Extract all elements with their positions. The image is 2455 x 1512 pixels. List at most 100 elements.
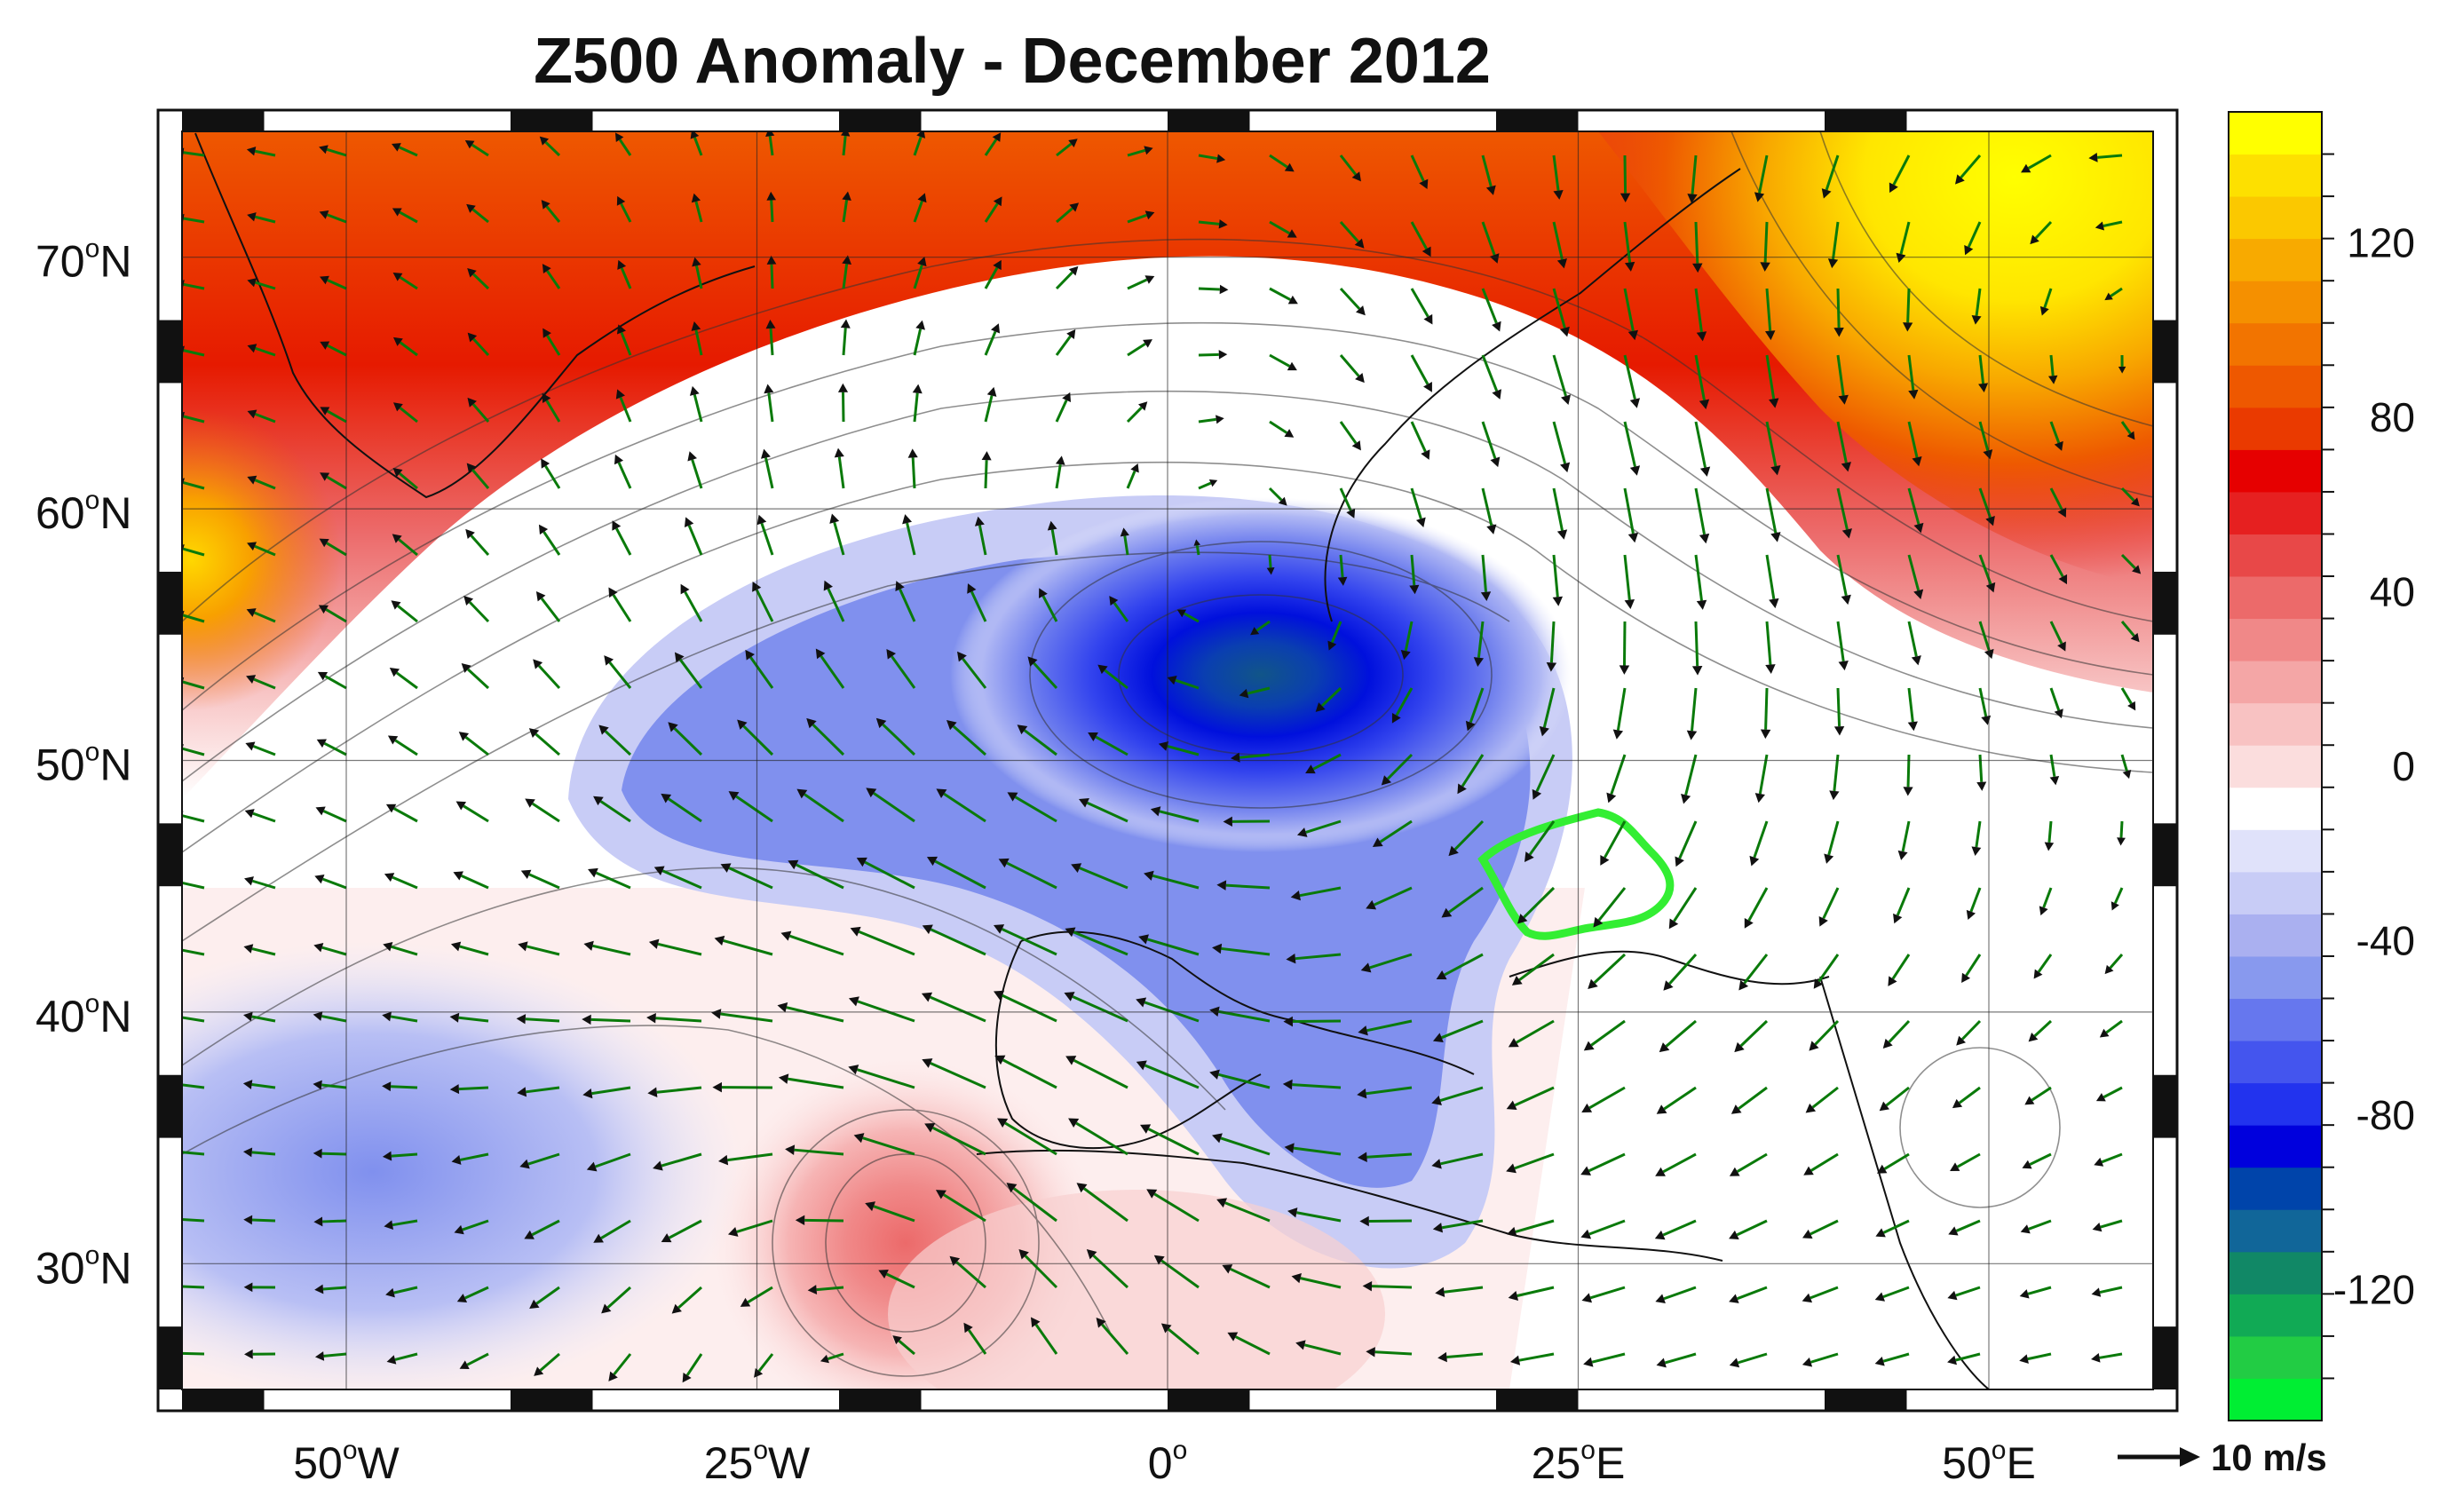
wind-vector-head (745, 649, 755, 661)
wind-vector-shaft (590, 1017, 631, 1023)
wind-vector-shaft (984, 202, 999, 223)
wind-vector-shaft (2109, 954, 2124, 970)
wind-vector-head (382, 1151, 392, 1161)
wind-vector-shaft (858, 930, 915, 956)
wind-vector-shaft (592, 944, 631, 956)
wind-vector-head (1506, 1100, 1517, 1111)
wind-vector-head (1629, 465, 1641, 476)
wind-vector-shaft (898, 1340, 915, 1356)
wind-vector-head (981, 451, 992, 461)
wind-vector-shaft (1552, 421, 1567, 464)
wind-vector-head (1749, 855, 1760, 867)
wind-vector-head (1144, 275, 1155, 284)
wind-vector-head (1764, 330, 1776, 341)
wind-vector-shaft (1127, 148, 1146, 157)
wind-vector-head (2028, 1032, 2039, 1042)
wind-vector-shaft (2097, 154, 2123, 159)
wind-vector-head (1971, 846, 1982, 856)
wind-vector-head (1897, 850, 1908, 860)
wind-vector-shaft (820, 655, 845, 689)
wind-vector-head (766, 191, 776, 201)
wind-vector-head (785, 1144, 796, 1155)
wind-vector-shaft (1668, 953, 1698, 986)
wind-vector-head (1212, 1133, 1223, 1144)
wind-vector-head (2118, 366, 2126, 374)
wind-vector-shaft (1907, 354, 1915, 391)
longitude-label: 25oE (1532, 1436, 1626, 1488)
wind-vector-head (2019, 1354, 2029, 1364)
wind-vector-shaft (183, 151, 205, 157)
wind-vector-head (517, 1087, 527, 1097)
wind-vector-shaft (727, 1152, 773, 1162)
wind-vector-shaft (2099, 1286, 2123, 1294)
wind-vector-head (1354, 238, 1365, 249)
wind-vector-shaft (1441, 1219, 1484, 1230)
wind-vector-head (946, 720, 957, 731)
wind-vector-head (1062, 392, 1072, 402)
wind-vector-head (1770, 532, 1781, 542)
wind-vector-shaft (1299, 886, 1342, 898)
wind-vector-head (1583, 1357, 1594, 1367)
wind-vector-head (467, 397, 477, 408)
wind-vector-head (1760, 729, 1771, 740)
wind-vector-head (1668, 918, 1679, 930)
colorbar-label: 40 (2370, 568, 2415, 614)
wind-vector-shaft (943, 1193, 986, 1223)
wind-vector-shaft (1588, 1152, 1626, 1173)
wind-vector-shaft (1589, 1286, 1626, 1300)
wind-vector-head (765, 319, 776, 329)
wind-vector-shaft (1083, 1187, 1129, 1223)
wind-vector-head (1760, 262, 1770, 272)
wind-vector-head (1769, 598, 1779, 609)
frame-tick-left (158, 1326, 182, 1389)
colorbar-swatch (2229, 787, 2322, 830)
colorbar-swatch (2229, 1294, 2322, 1337)
wind-vector-shaft (1220, 1136, 1271, 1156)
wind-vector-shaft (619, 396, 632, 423)
wind-vector-shaft (691, 459, 703, 489)
longitude-labels: 50oW 25oW 0o 25oE 50oE (293, 1436, 2036, 1488)
wind-vector-shaft (1050, 529, 1058, 556)
wind-vector-shaft (962, 657, 987, 689)
colorbar-swatch (2229, 618, 2322, 661)
wind-vector-head (1508, 1038, 1519, 1048)
wind-vector-head (1833, 327, 1844, 337)
frame-tick-top (1825, 110, 1907, 131)
wind-vector-shaft (857, 1068, 915, 1089)
frame-tick-right (2153, 1074, 2177, 1138)
wind-vector-head (712, 1081, 722, 1093)
wind-vector-shaft (891, 655, 916, 689)
wind-vector-shaft (669, 1219, 702, 1239)
wind-vector-head (1754, 793, 1765, 803)
wind-vector-head (314, 875, 325, 884)
wind-vector-shaft (620, 202, 632, 223)
contour-lines (182, 131, 2153, 1377)
wind-vector-shaft (1765, 354, 1776, 400)
colorbar-swatch (2229, 322, 2322, 366)
wind-vector-shaft (1694, 487, 1707, 535)
wind-vector-head (588, 867, 598, 878)
wind-vector-head (853, 1133, 865, 1144)
wind-vector-shaft (1975, 288, 1982, 316)
wind-vector-head (653, 866, 665, 876)
wind-vector-shaft (1410, 288, 1429, 318)
wind-vector-head (1431, 1096, 1442, 1106)
wind-vector-shaft (471, 143, 489, 157)
wind-vector-shaft (1374, 1350, 1413, 1356)
wind-vector-head (1813, 978, 1824, 989)
colorbar-swatch (2229, 365, 2322, 408)
wind-vector-shaft (1292, 1083, 1342, 1089)
wind-vector-shaft (930, 1062, 986, 1089)
wind-vector-head (1681, 793, 1691, 804)
wind-vector-head (616, 324, 627, 335)
wind-vector-shaft (1694, 421, 1707, 468)
wind-vector-shaft (1123, 535, 1129, 556)
wind-vector-head (2054, 709, 2063, 719)
wind-vector-shaft (1410, 554, 1416, 586)
wind-vector-head (2092, 1222, 2103, 1232)
wind-vector-head (1692, 263, 1703, 273)
wind-vector-shaft (391, 945, 418, 956)
wind-vector-shaft (525, 1017, 560, 1023)
wind-vector-shaft (1694, 288, 1703, 333)
wind-vector-head (765, 131, 775, 138)
